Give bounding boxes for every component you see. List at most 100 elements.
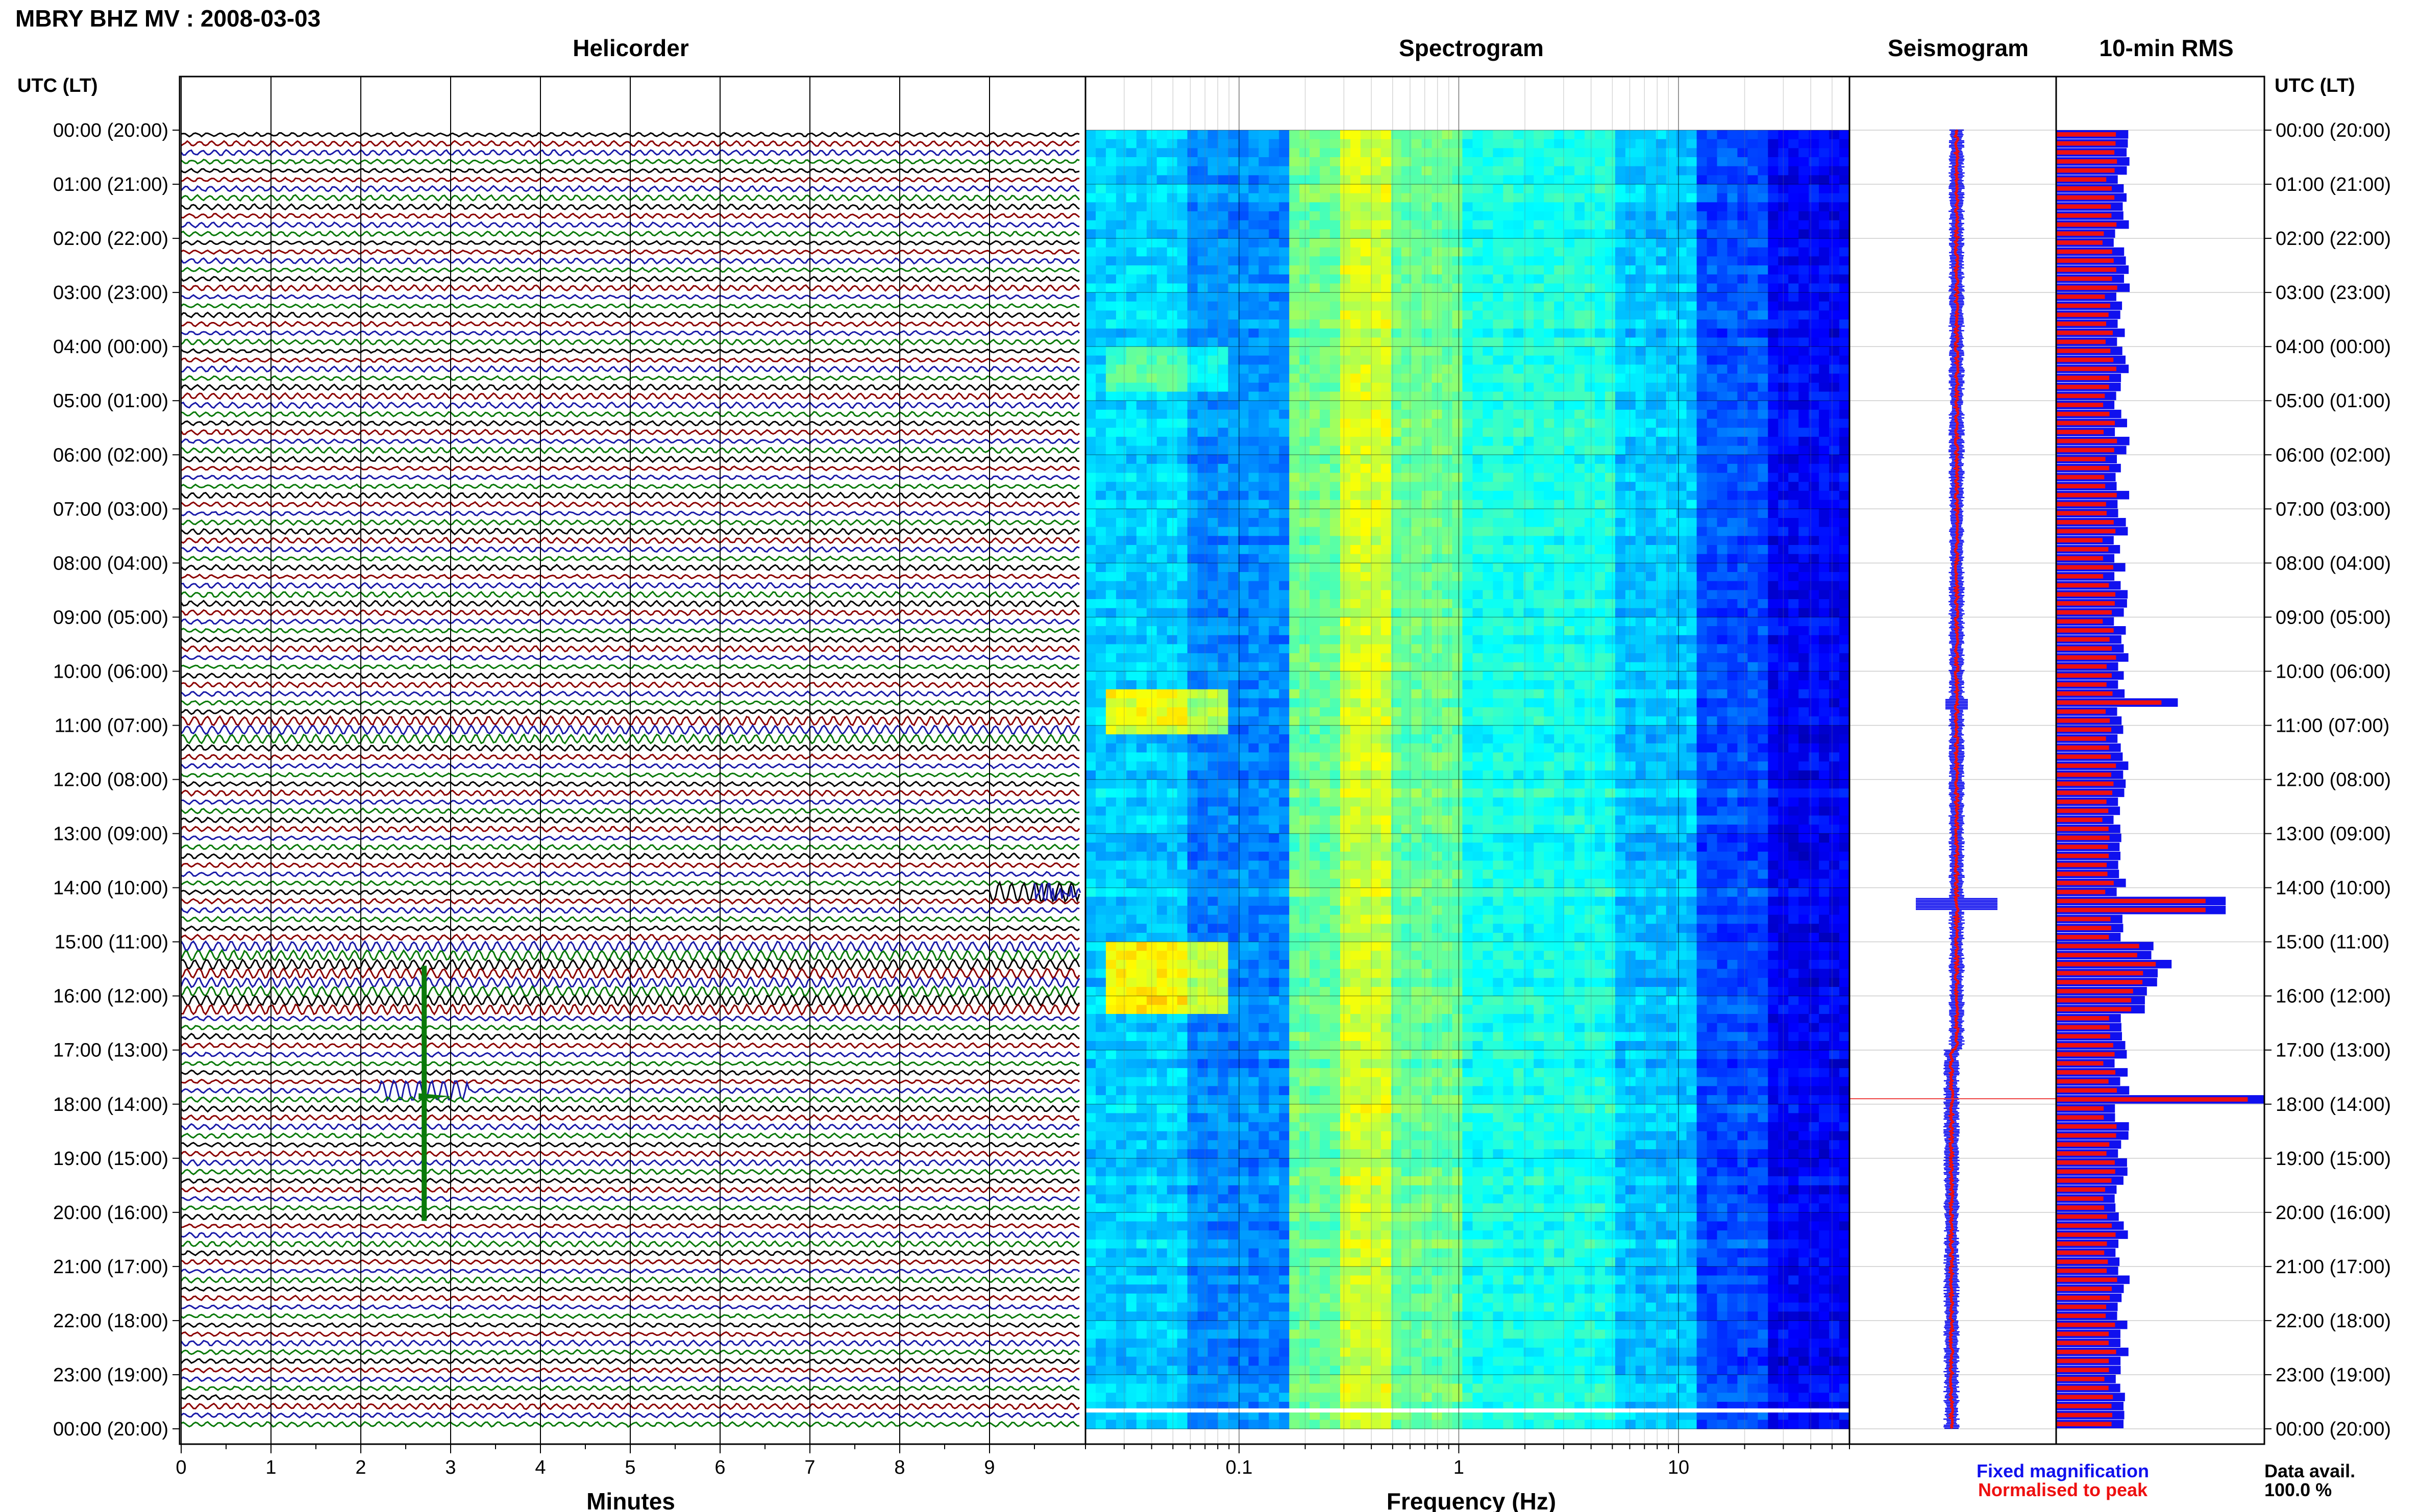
- spectrogram-cell: [1258, 238, 1269, 248]
- spectrogram-cell: [1717, 608, 1728, 617]
- spectrogram-cell: [1442, 319, 1453, 329]
- spectrogram-cell: [1696, 581, 1708, 590]
- spectrogram-cell: [1829, 184, 1840, 194]
- spectrogram-cell: [1187, 680, 1198, 690]
- spectrogram-cell: [1126, 635, 1137, 645]
- spectrogram-cell: [1421, 346, 1433, 356]
- spectrogram-cell: [1401, 473, 1412, 482]
- spectrogram-cell: [1676, 175, 1687, 185]
- spectrogram-cell: [1717, 482, 1728, 491]
- spectrogram-cell: [1534, 265, 1544, 275]
- spectrogram-cell: [1809, 193, 1819, 203]
- spectrogram-cell: [1645, 707, 1657, 717]
- spectrogram-cell: [1279, 193, 1290, 203]
- spectrogram-cell: [1411, 608, 1422, 617]
- spectrogram-cell: [1146, 274, 1157, 284]
- spectrogram-cell: [1707, 698, 1718, 708]
- spectrogram-cell: [1248, 518, 1259, 528]
- spectrogram-cell: [1666, 599, 1677, 609]
- spectrogram-cell: [1798, 202, 1809, 212]
- spectrogram-cell: [1564, 401, 1575, 410]
- spectrogram-cell: [1269, 130, 1279, 140]
- spectrogram-cell: [1156, 572, 1168, 582]
- spectrogram-cell: [1411, 175, 1422, 185]
- spectrogram-cell: [1717, 428, 1728, 437]
- spectrogram-cell: [1839, 166, 1849, 176]
- spectrogram-cell: [1218, 590, 1229, 600]
- spectrogram-cell: [1269, 409, 1279, 419]
- spectrogram-cell: [1177, 473, 1188, 482]
- spectrogram-cell: [1727, 202, 1738, 212]
- spectrogram-cell: [1320, 455, 1330, 464]
- spectrogram-cell: [1360, 184, 1371, 194]
- spectrogram-cell: [1431, 184, 1443, 194]
- spectrogram-cell: [1574, 130, 1585, 140]
- spectrogram-cell: [1523, 662, 1534, 672]
- spectrogram-cell: [1717, 175, 1728, 185]
- spectrogram-cell: [1666, 247, 1677, 257]
- spectrogram-cell: [1737, 689, 1748, 699]
- spectrogram-cell: [1228, 193, 1239, 203]
- spectrogram-cell: [1839, 698, 1849, 708]
- spectrogram-cell: [1788, 301, 1799, 311]
- spectrogram-cell: [1096, 617, 1106, 627]
- spectrogram-cell: [1513, 436, 1524, 447]
- spectrogram-cell: [1269, 500, 1279, 509]
- spectrogram-cell: [1401, 455, 1412, 464]
- spectrogram-cell: [1350, 581, 1361, 590]
- spectrogram-cell: [1839, 220, 1849, 230]
- spectrogram-cell: [1615, 247, 1626, 257]
- spectrogram-cell: [1391, 166, 1402, 176]
- spectrogram-cell: [1798, 536, 1809, 546]
- spectrogram-cell: [1146, 409, 1157, 419]
- spectrogram-cell: [1136, 463, 1147, 474]
- spectrogram-cell: [1544, 229, 1554, 239]
- spectrogram-cell: [1747, 301, 1758, 311]
- spectrogram-cell: [1585, 193, 1595, 203]
- spectrogram-cell: [1839, 428, 1849, 437]
- spectrogram-cell: [1513, 256, 1524, 266]
- spectrogram-cell: [1207, 635, 1219, 645]
- spectrogram-cell: [1167, 445, 1178, 455]
- spectrogram-cell: [1696, 346, 1708, 356]
- spectrogram-cell: [1503, 409, 1514, 419]
- spectrogram-cell: [1116, 563, 1127, 573]
- spectrogram-cell: [1258, 418, 1269, 428]
- spectrogram-cell: [1269, 274, 1279, 284]
- spectrogram-cell: [1401, 157, 1412, 167]
- spectrogram-cell: [1096, 545, 1106, 555]
- spectrogram-cell: [1717, 671, 1728, 681]
- spectrogram-cell: [1360, 653, 1371, 663]
- spectrogram-cell: [1839, 319, 1849, 329]
- spectrogram-cell: [1554, 581, 1565, 590]
- spectrogram-cell: [1299, 319, 1310, 329]
- spectrogram-cell: [1513, 554, 1524, 563]
- spectrogram-cell: [1788, 626, 1799, 636]
- spectrogram-cell: [1431, 563, 1443, 573]
- spectrogram-cell: [1401, 509, 1412, 518]
- spectrogram-cell: [1391, 409, 1402, 419]
- spectrogram-cell: [1310, 554, 1320, 563]
- spectrogram-cell: [1788, 157, 1799, 167]
- spectrogram-cell: [1238, 509, 1249, 518]
- spectrogram-cell: [1666, 409, 1677, 419]
- spectrogram-cell: [1625, 617, 1636, 627]
- spectrogram-cell: [1778, 590, 1789, 600]
- spectrogram-cell: [1686, 689, 1697, 699]
- spectrogram-cell: [1544, 364, 1554, 374]
- spectrogram-cell: [1105, 428, 1117, 437]
- spectrogram-cell: [1156, 536, 1168, 546]
- spectrogram-cell: [1380, 590, 1392, 600]
- spectrogram-cell: [1544, 274, 1554, 284]
- spectrogram-cell: [1717, 463, 1728, 474]
- spectrogram-cell: [1411, 220, 1422, 230]
- spectrogram-cell: [1574, 247, 1585, 257]
- spectrogram-cell: [1380, 671, 1392, 681]
- spectrogram-cell: [1269, 346, 1279, 356]
- spectrogram-cell: [1310, 608, 1320, 617]
- spectrogram-cell: [1809, 590, 1819, 600]
- spectrogram-cell: [1380, 428, 1392, 437]
- spectrogram-cell: [1401, 274, 1412, 284]
- spectrogram-cell: [1788, 445, 1799, 455]
- spectrogram-cell: [1269, 563, 1279, 573]
